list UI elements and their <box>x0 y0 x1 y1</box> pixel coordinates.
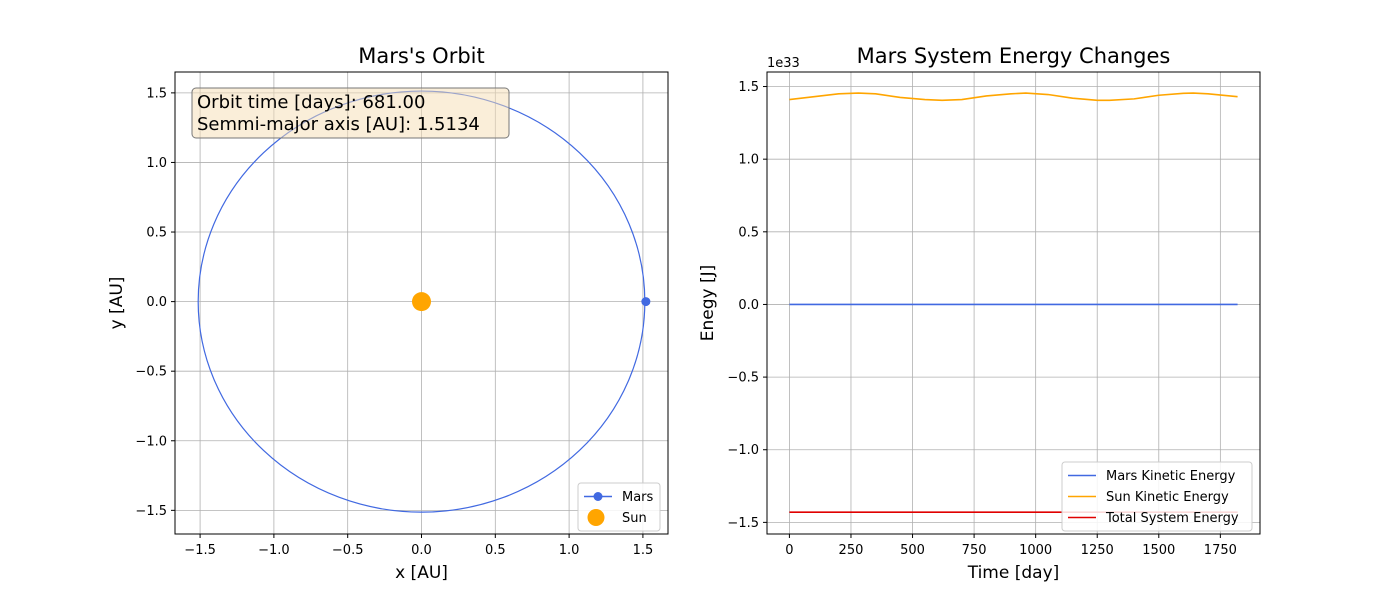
mars-marker <box>641 297 651 307</box>
chart-title: Mars's Orbit <box>358 44 485 68</box>
legend-swatch <box>587 509 605 526</box>
orbit-plot: −1.5 −1.0 −0.5 0.0 0.5 1.0 1.5 −1.5 −1.0 −0.5 0.0 0… <box>107 44 669 583</box>
x-tick-label: 250 <box>839 543 864 558</box>
axes-frame <box>766 71 1261 535</box>
legend-item: Mars Kinetic Energy <box>1068 469 1236 484</box>
energy-plot: 0 250 500 750 1000 1250 1500 1750 −1.5 −1.0 −0.5 0.… <box>698 44 1261 583</box>
y-tick-label: 0.0 <box>738 298 759 313</box>
y-tick-label: −1.0 <box>135 434 167 449</box>
x-axis-label: Time [day] <box>967 563 1060 583</box>
chart-title: Mars System Energy Changes <box>857 44 1171 68</box>
x-tick-label: −1.5 <box>184 543 216 558</box>
y-tick-label: 1.0 <box>738 153 759 168</box>
y-tick-label: 0.5 <box>738 225 759 240</box>
x-tick-label: 1.5 <box>633 543 654 558</box>
info-box-line: Orbit time [days]: 681.00 <box>197 92 425 113</box>
y-tick-label: 0.0 <box>146 295 167 310</box>
y-tick-label: −0.5 <box>135 365 167 380</box>
x-tick-label: −0.5 <box>332 543 364 558</box>
x-axis-label: x [AU] <box>395 563 448 583</box>
x-tick-label: 1500 <box>1142 543 1175 558</box>
legend-label: Sun <box>622 511 647 526</box>
x-tick-label: −1.0 <box>258 543 290 558</box>
x-tick-label: 0 <box>785 543 793 558</box>
x-tick-label: 1750 <box>1204 543 1237 558</box>
x-tick-label: 750 <box>962 543 987 558</box>
legend-label: Total System Energy <box>1105 511 1239 526</box>
x-tick-label: 1000 <box>1019 543 1052 558</box>
y-tick-label: −1.5 <box>135 504 167 519</box>
y-tick-label: 1.0 <box>146 156 167 171</box>
legend-label: Mars Kinetic Energy <box>1106 469 1236 484</box>
y-axis-label: y [AU] <box>107 277 127 330</box>
legend-label: Sun Kinetic Energy <box>1106 490 1229 505</box>
x-tick-label: 500 <box>900 543 925 558</box>
legend-item: Mars <box>584 490 654 505</box>
x-tick-label: 0.0 <box>411 543 432 558</box>
y-tick-label: −0.5 <box>727 371 759 386</box>
sun-marker <box>412 292 431 312</box>
x-tick-label: 1.0 <box>559 543 580 558</box>
y-tick-label: 0.5 <box>146 226 167 241</box>
info-box-line: Semmi-major axis [AU]: 1.5134 <box>197 114 480 135</box>
info-box-background <box>191 87 510 139</box>
legend: Mars Kinetic Energy Sun Kinetic Energy Tot… <box>1061 461 1253 532</box>
legend-marker <box>593 492 603 501</box>
y-tick-label: −1.0 <box>727 443 759 458</box>
y-tick-label: −1.5 <box>727 516 759 531</box>
legend-frame <box>1061 461 1253 532</box>
x-tick-label: 0.5 <box>485 543 506 558</box>
y-tick-label: 1.5 <box>146 86 167 101</box>
sun-kinetic-energy-line <box>789 92 1238 102</box>
legend-label: Mars <box>622 490 654 505</box>
legend-item: Sun <box>587 509 647 526</box>
y-tick-label: 1.5 <box>738 80 759 95</box>
y-axis-label: Enegy [J] <box>698 265 718 342</box>
legend: Mars Sun <box>577 482 661 532</box>
legend-item: Sun Kinetic Energy <box>1068 490 1229 505</box>
legend-item: Total System Energy <box>1068 511 1239 526</box>
y-offset-label: 1e33 <box>767 56 800 71</box>
x-tick-label: 1250 <box>1081 543 1114 558</box>
